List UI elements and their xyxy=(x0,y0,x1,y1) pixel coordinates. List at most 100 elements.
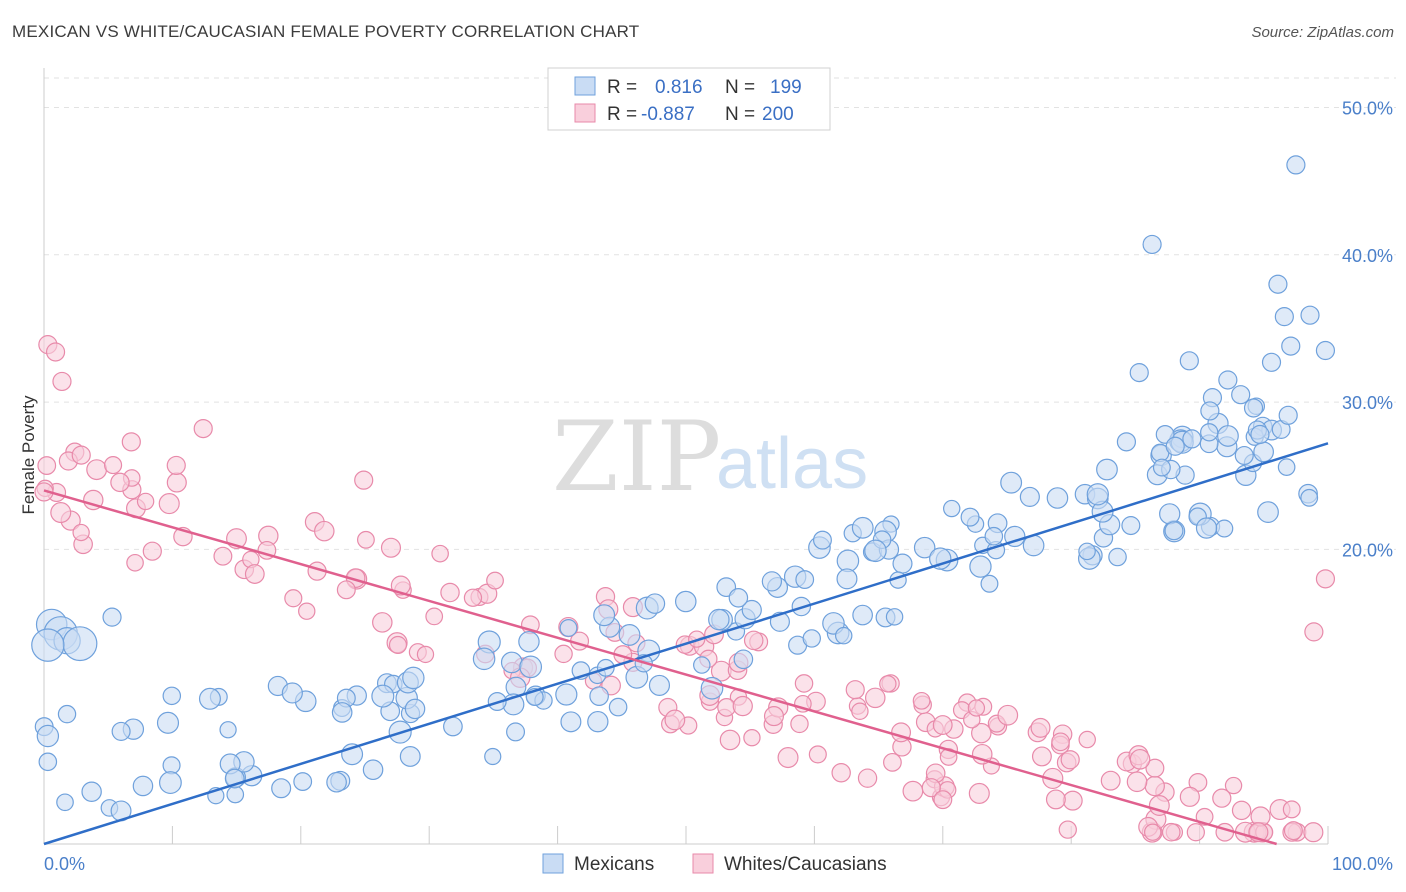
watermark-atlas: atlas xyxy=(716,424,868,504)
whites-point-24 xyxy=(86,459,108,481)
series-whites-points xyxy=(34,335,1336,843)
whites-point-179 xyxy=(664,709,686,731)
mexicans-point-184 xyxy=(984,526,1004,546)
whites-point-116 xyxy=(72,523,90,542)
mexicans-point-84 xyxy=(608,697,628,717)
whites-point-63 xyxy=(857,768,878,788)
mexicans-point-193 xyxy=(1179,351,1199,371)
whites-point-157 xyxy=(463,588,483,607)
mexicans-point-141 xyxy=(885,608,904,626)
whites-point-182 xyxy=(1042,767,1064,790)
legend-n-value-2: 200 xyxy=(762,104,794,125)
whites-point-138 xyxy=(314,520,335,542)
whites-point-6 xyxy=(719,729,741,751)
legend-n-label-1: N = xyxy=(725,77,755,98)
whites-point-192 xyxy=(52,371,72,392)
whites-point-105 xyxy=(126,553,144,572)
mexicans-point-159 xyxy=(1086,483,1109,506)
whites-point-113 xyxy=(794,674,814,693)
whites-point-185 xyxy=(142,541,162,561)
mexicans-point-182 xyxy=(1300,488,1319,507)
mexicans-point-115 xyxy=(852,604,873,626)
whites-point-162 xyxy=(932,715,953,735)
mexicans-point-132 xyxy=(674,590,697,613)
mexicans-point-210 xyxy=(62,626,98,662)
mexicans-point-105 xyxy=(1215,519,1234,538)
mexicans-point-81 xyxy=(892,553,913,574)
whites-point-95 xyxy=(971,722,992,744)
mexicans-point-136 xyxy=(1078,542,1096,561)
whites-point-92 xyxy=(1100,770,1121,791)
whites-point-198 xyxy=(166,455,186,476)
whites-point-25 xyxy=(1078,730,1096,749)
mexicans-point-191 xyxy=(1281,336,1301,356)
mexicans-point-179 xyxy=(1152,458,1171,477)
mexicans-point-144 xyxy=(593,604,616,627)
whites-point-201 xyxy=(1304,622,1324,642)
mexicans-point-177 xyxy=(331,702,353,723)
whites-point-28 xyxy=(1144,775,1165,797)
mexicans-point-172 xyxy=(271,778,292,799)
mexicans-point-18 xyxy=(733,649,754,670)
mexicans-point-130 xyxy=(693,656,711,674)
whites-point-186 xyxy=(1051,732,1070,752)
whites-point-75 xyxy=(968,782,990,804)
whites-point-38 xyxy=(372,612,393,633)
whites-point-14 xyxy=(213,546,233,566)
whites-point-156 xyxy=(431,544,449,563)
mexicans-point-97 xyxy=(198,687,221,710)
mexicans-point-75 xyxy=(618,623,641,646)
mexicans-point-204 xyxy=(1182,429,1202,449)
mexicans-point-109 xyxy=(219,721,237,739)
mexicans-point-2 xyxy=(500,651,523,674)
whites-point-11 xyxy=(864,687,886,709)
mexicans-point-85 xyxy=(1217,425,1239,447)
watermark-zip: ZIP xyxy=(552,401,721,513)
source-label: Source: ZipAtlas.com xyxy=(1251,24,1394,41)
mexicans-point-90 xyxy=(913,536,936,559)
mexicans-point-165 xyxy=(404,698,426,720)
whites-point-145 xyxy=(1060,750,1080,770)
whites-point-148 xyxy=(425,607,444,626)
mexicans-point-77 xyxy=(371,684,395,708)
mexicans-point-180 xyxy=(864,539,887,563)
mexicans-point-11 xyxy=(506,722,526,742)
mexicans-point-166 xyxy=(1234,445,1254,466)
mexicans-point-139 xyxy=(226,785,245,804)
mexicans-point-195 xyxy=(1218,370,1238,390)
mexicans-point-17 xyxy=(519,655,543,679)
mexicans-point-89 xyxy=(708,608,730,631)
legend-r-value-2: -0.887 xyxy=(641,104,695,125)
mexicans-point-43 xyxy=(362,759,384,781)
mexicans-point-69 xyxy=(836,549,860,573)
mexicans-point-124 xyxy=(980,574,999,593)
mexicans-point-211 xyxy=(31,628,65,662)
bottom-swatch-whites xyxy=(692,853,714,874)
mexicans-point-157 xyxy=(1108,547,1127,567)
mexicans-point-114 xyxy=(834,626,853,645)
mexicans-point-126 xyxy=(158,771,182,795)
whites-point-153 xyxy=(388,635,408,655)
mexicans-point-205 xyxy=(1165,436,1185,456)
whites-point-187 xyxy=(845,680,865,700)
legend-swatch-mexicans xyxy=(574,76,596,96)
whites-point-180 xyxy=(1148,795,1170,816)
mexicans-point-190 xyxy=(1261,352,1282,372)
whites-point-175 xyxy=(136,492,155,511)
whites-point-167 xyxy=(1212,788,1232,808)
mexicans-point-47 xyxy=(943,499,961,518)
whites-point-136 xyxy=(732,695,753,717)
whites-point-123 xyxy=(103,456,123,475)
whites-point-107 xyxy=(416,645,435,664)
mexicans-point-199 xyxy=(1243,398,1264,418)
whites-point-166 xyxy=(777,747,799,769)
series-legend: Mexicans Whites/Caucasians xyxy=(542,853,887,875)
mexicans-point-178 xyxy=(1019,486,1040,507)
mexicans-point-168 xyxy=(802,629,821,648)
x-tick-labels: 0.0% 100.0% xyxy=(44,854,1393,874)
whites-point-110 xyxy=(851,702,869,720)
y-tick-label-0: 20.0% xyxy=(1342,540,1393,560)
whites-point-150 xyxy=(1179,786,1200,807)
mexicans-point-189 xyxy=(1300,305,1320,325)
